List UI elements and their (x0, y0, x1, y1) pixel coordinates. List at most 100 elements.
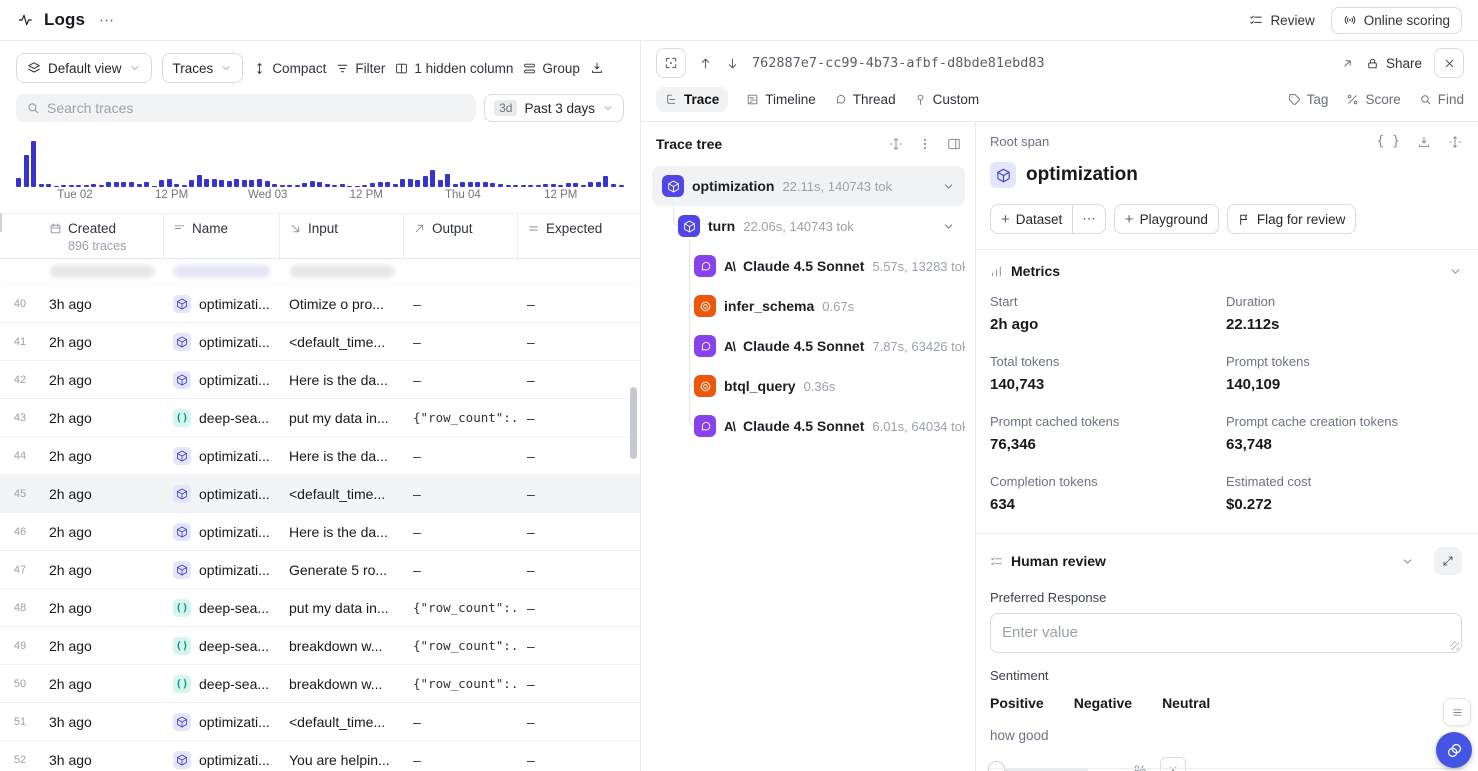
table-row[interactable]: 45 2h ago optimizati... <default_time...… (0, 475, 640, 513)
expand-all-icon[interactable] (889, 137, 903, 151)
table-row[interactable]: 40 3h ago optimizati... Otimize o pro...… (0, 285, 640, 323)
next-trace-button[interactable] (725, 56, 740, 71)
created-cell: 2h ago (49, 371, 92, 388)
share-button[interactable]: Share (1366, 56, 1422, 71)
select-all-checkbox[interactable] (0, 213, 2, 232)
chevron-down-icon[interactable] (942, 220, 955, 233)
open-in-new-icon[interactable] (1341, 57, 1354, 70)
online-scoring-button[interactable]: Online scoring (1330, 6, 1462, 34)
json-view-icon[interactable]: { } (1376, 134, 1400, 149)
chevron-down-icon[interactable] (942, 180, 955, 193)
column-header-output[interactable]: Output (404, 214, 518, 260)
flag-for-review-button[interactable]: Flag for review (1226, 204, 1357, 234)
hidden-columns-button[interactable]: 1 hidden column (395, 61, 513, 76)
sentiment-neutral-button[interactable]: Neutral (1162, 695, 1211, 711)
tag-button[interactable]: Tag (1288, 92, 1328, 107)
assistant-fab[interactable] (1436, 732, 1472, 768)
table-row[interactable]: 47 2h ago optimizati... Generate 5 ro...… (0, 551, 640, 589)
table-row[interactable]: 43 2h ago () deep-sea... put my data in.… (0, 399, 640, 437)
tree-item-btql-query[interactable]: btql_query 0.36s (652, 366, 965, 406)
row-number: 50 (13, 677, 27, 690)
score-button[interactable]: Score (1346, 92, 1401, 107)
close-panel-button[interactable] (1434, 48, 1464, 78)
expected-cell: – (527, 485, 535, 502)
tag-icon (1288, 93, 1301, 106)
add-to-playground-button[interactable]: + Playground (1113, 204, 1219, 234)
table-row-partial-blurred[interactable] (0, 259, 640, 285)
tool-target-icon (694, 295, 716, 317)
chevron-down-icon[interactable] (1401, 555, 1414, 568)
group-button[interactable]: Group (523, 61, 580, 76)
layers-icon (27, 61, 41, 75)
table-row[interactable]: 41 2h ago optimizati... <default_time...… (0, 323, 640, 361)
page-menu-button[interactable]: ⋯ (99, 12, 116, 29)
sentiment-negative-button[interactable]: Negative (1073, 695, 1133, 711)
floating-menu-button[interactable] (1443, 698, 1471, 726)
tab-trace[interactable]: Trace (656, 87, 729, 112)
row-number: 41 (13, 335, 27, 348)
table-row[interactable]: 50 2h ago () deep-sea... breakdown w... … (0, 665, 640, 703)
trace-type-icon (173, 332, 191, 351)
download-icon[interactable] (1417, 135, 1431, 149)
sentiment-positive-button[interactable]: Positive (990, 695, 1044, 711)
input-cell: put my data in... (289, 409, 389, 426)
table-row[interactable]: 46 2h ago optimizati... Here is the da..… (0, 513, 640, 551)
panel-layout-icon[interactable] (947, 137, 961, 151)
traces-histogram[interactable] (16, 135, 624, 187)
trace-tree-items: optimization 22.11s, 140743 tok turn 22.… (652, 166, 965, 446)
clear-score-button[interactable] (1160, 757, 1187, 771)
column-header-name[interactable]: Name (164, 214, 280, 260)
tab-thread[interactable]: Thread (834, 92, 896, 107)
tab-custom[interactable]: Custom (914, 92, 979, 107)
column-header-input[interactable]: Input (280, 214, 404, 260)
traces-mode-selector[interactable]: Traces (161, 53, 244, 83)
tree-item-infer-schema[interactable]: infer_schema 0.67s (652, 286, 965, 326)
tree-item-llm-call[interactable]: A\ Claude 4.5 Sonnet 5.57s, 13283 tok (652, 246, 965, 286)
preferred-response-input[interactable] (990, 613, 1462, 653)
created-cell: 2h ago (49, 675, 92, 692)
tree-item-llm-call[interactable]: A\ Claude 4.5 Sonnet 7.87s, 63426 tok (652, 326, 965, 366)
expected-cell: – (527, 751, 535, 768)
find-button[interactable]: Find (1419, 92, 1464, 107)
slider-thumb[interactable] (988, 761, 1005, 771)
table-row[interactable]: 44 2h ago optimizati... Here is the da..… (0, 437, 640, 475)
sentiment-label: Sentiment (990, 668, 1049, 683)
previous-trace-button[interactable] (698, 56, 713, 71)
time-range-selector[interactable]: 3d Past 3 days (484, 94, 624, 122)
export-download-button[interactable] (590, 61, 604, 75)
focus-span-button[interactable] (656, 48, 686, 78)
trace-detail-panel: 762887e7-cc99-4b73-afbf-d8bde81ebd83 Sha… (642, 41, 1478, 771)
row-number: 52 (13, 753, 27, 766)
metric: Prompt cache creation tokens 63,748 (1226, 414, 1398, 453)
input-cell: Here is the da... (289, 523, 388, 540)
arrow-up-right-icon (413, 222, 426, 235)
search-input[interactable] (47, 100, 467, 116)
tree-item-llm-call[interactable]: A\ Claude 4.5 Sonnet 6.01s, 64034 tok (652, 406, 965, 446)
column-header-created[interactable]: Created 896 traces (40, 214, 164, 260)
tab-timeline[interactable]: Timeline (746, 92, 816, 107)
table-row[interactable]: 52 3h ago optimizati... You are helpin..… (0, 741, 640, 771)
dataset-more-button[interactable]: ⋯ (1073, 204, 1106, 234)
column-header-expected[interactable]: Expected (518, 214, 640, 260)
tree-menu-icon[interactable] (918, 137, 932, 151)
table-row[interactable]: 42 2h ago optimizati... Here is the da..… (0, 361, 640, 399)
chevron-down-icon (220, 62, 232, 74)
tree-item-optimization[interactable]: optimization 22.11s, 140743 tok (652, 166, 965, 206)
table-scrollbar-thumb[interactable] (630, 387, 637, 459)
compact-toggle[interactable]: Compact (253, 61, 326, 76)
expand-all-icon[interactable] (1448, 135, 1462, 149)
table-row[interactable]: 48 2h ago () deep-sea... put my data in.… (0, 589, 640, 627)
tree-item-turn[interactable]: turn 22.06s, 140743 tok (652, 206, 965, 246)
review-button[interactable]: Review (1249, 13, 1315, 28)
filter-button[interactable]: Filter (336, 61, 385, 76)
row-number: 51 (13, 715, 27, 728)
expand-review-button[interactable] (1434, 547, 1462, 575)
how-good-slider[interactable] (988, 761, 1088, 771)
add-to-dataset-button[interactable]: + Dataset (990, 204, 1074, 234)
table-row[interactable]: 51 3h ago optimizati... <default_time...… (0, 703, 640, 741)
chevron-down-icon[interactable] (1449, 265, 1462, 278)
table-row[interactable]: 49 2h ago () deep-sea... breakdown w... … (0, 627, 640, 665)
resize-handle[interactable] (1450, 641, 1459, 650)
search-traces-box[interactable] (16, 94, 477, 122)
view-selector[interactable]: Default view (16, 53, 152, 83)
